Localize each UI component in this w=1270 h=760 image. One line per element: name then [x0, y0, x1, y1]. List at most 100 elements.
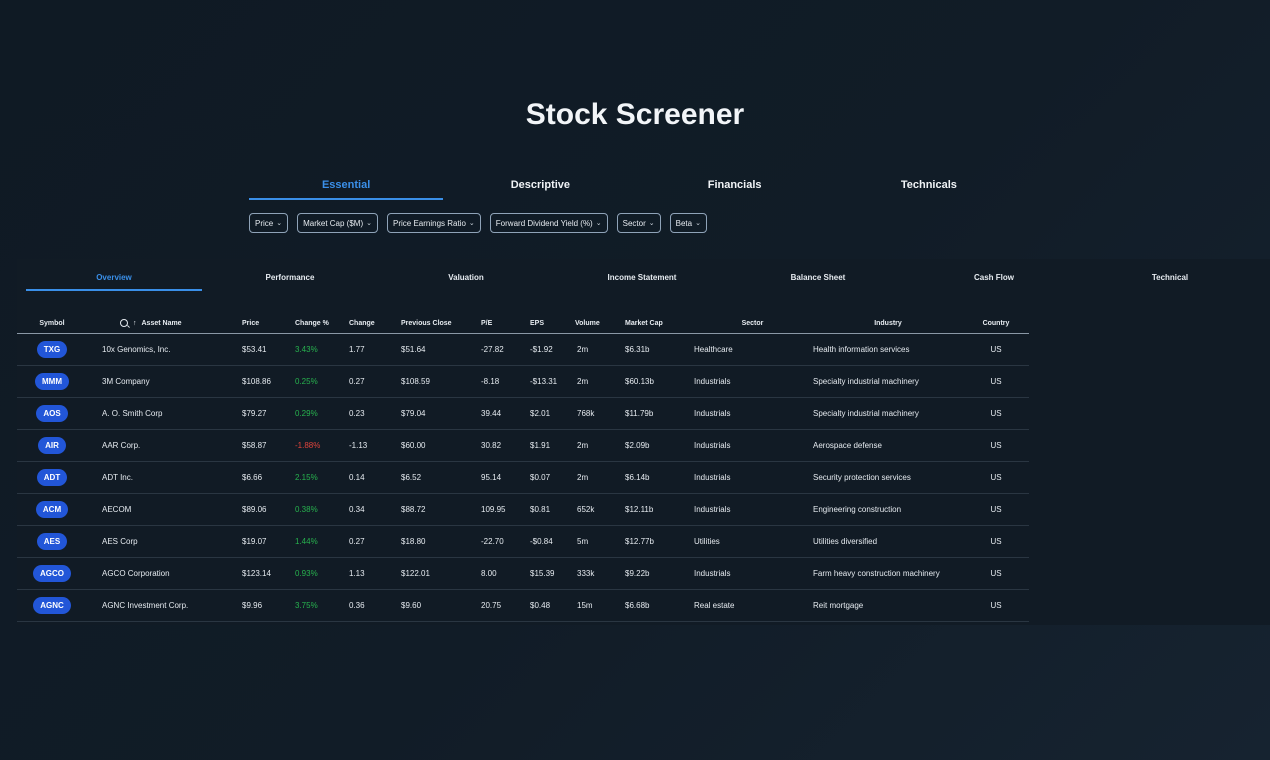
symbol-cell: AGCO: [17, 557, 87, 590]
symbol-badge[interactable]: ACM: [35, 501, 69, 518]
search-icon[interactable]: [120, 319, 128, 327]
table-header-row: Symbol ↑ Asset Name Price Change % Chang…: [17, 313, 1029, 334]
sector-cell: Real estate: [692, 589, 813, 622]
symbol-cell: MMM: [17, 365, 87, 398]
table-row[interactable]: AGCO AGCO Corporation $123.14 0.93% 1.13 $122…: [17, 557, 1029, 590]
symbol-badge[interactable]: AOS: [36, 405, 68, 422]
country-cell: US: [963, 589, 1029, 622]
change-cell: 0.36: [349, 589, 401, 622]
symbol-badge[interactable]: AGCO: [33, 565, 71, 582]
arrow-up-icon[interactable]: ↑: [133, 319, 137, 327]
chevron-down-icon: ⌄: [648, 220, 655, 227]
subtab-valuation[interactable]: Valuation: [448, 273, 484, 282]
filter-pe-ratio[interactable]: Price Earnings Ratio ⌄: [387, 213, 481, 233]
industry-cell: Utilities diversified: [813, 525, 963, 558]
previous-close-cell: $122.01: [401, 557, 465, 590]
eps-cell: $1.91: [519, 429, 575, 462]
symbol-cell: ADT: [17, 461, 87, 494]
chevron-down-icon: ⌄: [366, 220, 372, 227]
industry-cell: Specialty industrial machinery: [813, 397, 963, 430]
country-cell: US: [963, 429, 1029, 462]
asset-name-cell: AES Corp: [87, 525, 242, 558]
table-row[interactable]: MMM 3M Company $108.86 0.25% 0.27 $108.59 -8.1…: [17, 365, 1029, 398]
market-cap-cell: $11.79b: [625, 397, 692, 430]
price-cell: $19.07: [242, 525, 295, 558]
volume-cell: 652k: [575, 493, 625, 526]
symbol-badge[interactable]: AIR: [38, 437, 66, 454]
symbol-badge[interactable]: AGNC: [33, 597, 71, 614]
filter-sector[interactable]: Sector ⌄: [616, 213, 661, 233]
country-cell: US: [963, 557, 1029, 590]
subtab-cash-flow[interactable]: Cash Flow: [973, 273, 1014, 282]
filter-market-cap[interactable]: Market Cap ($M) ⌄: [297, 213, 378, 233]
subtab-performance[interactable]: Performance: [265, 273, 315, 282]
table-row[interactable]: TXG 10x Genomics, Inc. $53.41 3.43% 1.77 $51.…: [17, 333, 1029, 366]
asset-name-cell: AGCO Corporation: [87, 557, 242, 590]
col-pe[interactable]: P/E: [465, 313, 519, 334]
col-volume[interactable]: Volume: [575, 313, 625, 334]
table-row[interactable]: AES AES Corp $19.07 1.44% 0.27 $18.80 -22.70 -$…: [17, 525, 1029, 558]
symbol-cell: ACM: [17, 493, 87, 526]
pe-cell: 30.82: [465, 429, 519, 462]
previous-close-cell: $9.60: [401, 589, 465, 622]
symbol-badge[interactable]: ADT: [36, 469, 68, 486]
table-row[interactable]: AOS A. O. Smith Corp $79.27 0.29% 0.23 $79.04…: [17, 397, 1029, 430]
filter-bar: Price ⌄ Market Cap ($M) ⌄ Price Earnings R…: [249, 213, 707, 233]
filter-beta[interactable]: Beta ⌄: [669, 213, 707, 233]
col-symbol[interactable]: Symbol: [17, 313, 87, 334]
tab-technicals[interactable]: Technicals: [900, 179, 957, 191]
tab-descriptive[interactable]: Descriptive: [510, 179, 571, 191]
eps-cell: $15.39: [519, 557, 575, 590]
subtab-balance-sheet[interactable]: Balance Sheet: [790, 273, 846, 282]
change-cell: 0.27: [349, 365, 401, 398]
col-previous-close[interactable]: Previous Close: [401, 313, 465, 334]
col-change[interactable]: Change: [349, 313, 401, 334]
change-cell: 0.34: [349, 493, 401, 526]
table-row[interactable]: ACM AECOM $89.06 0.38% 0.34 $88.72 109.95 $0.81…: [17, 493, 1029, 526]
pe-cell: 95.14: [465, 461, 519, 494]
col-industry[interactable]: Industry: [813, 313, 963, 334]
change-cell: 1.13: [349, 557, 401, 590]
pe-cell: 39.44: [465, 397, 519, 430]
subtab-income-statement[interactable]: Income Statement: [607, 273, 677, 282]
filter-dividend-yield[interactable]: Forward Dividend Yield (%) ⌄: [489, 213, 608, 233]
change-cell: 0.27: [349, 525, 401, 558]
col-asset-name[interactable]: ↑ Asset Name: [87, 313, 242, 334]
subtab-technical[interactable]: Technical: [1151, 273, 1189, 282]
chevron-down-icon: ⌄: [468, 220, 475, 227]
col-eps[interactable]: EPS: [519, 313, 575, 334]
country-cell: US: [963, 365, 1029, 398]
tab-essential[interactable]: Essential: [249, 172, 444, 200]
asset-name-cell: 3M Company: [87, 365, 242, 398]
volume-cell: 2m: [575, 429, 625, 462]
previous-close-cell: $51.64: [401, 333, 465, 366]
col-sector[interactable]: Sector: [692, 313, 813, 334]
change-pct-cell: 0.38%: [295, 493, 349, 526]
country-cell: US: [963, 397, 1029, 430]
symbol-badge[interactable]: TXG: [36, 341, 68, 358]
previous-close-cell: $6.52: [401, 461, 465, 494]
industry-cell: Security protection services: [813, 461, 963, 494]
sector-cell: Industrials: [692, 397, 813, 430]
subtab-overview[interactable]: Overview: [26, 268, 202, 291]
col-change-pct[interactable]: Change %: [295, 313, 349, 334]
change-pct-cell: 3.43%: [295, 333, 349, 366]
price-cell: $58.87: [242, 429, 295, 462]
symbol-badge[interactable]: AES: [36, 533, 68, 550]
price-cell: $6.66: [242, 461, 295, 494]
price-cell: $108.86: [242, 365, 295, 398]
symbol-cell: AES: [17, 525, 87, 558]
symbol-badge[interactable]: MMM: [35, 373, 69, 390]
tab-financials[interactable]: Financials: [707, 179, 762, 191]
col-market-cap[interactable]: Market Cap: [625, 313, 692, 334]
table-row[interactable]: AGNC AGNC Investment Corp. $9.96 3.75% 0.36 $…: [17, 589, 1029, 622]
table-row[interactable]: ADT ADT Inc. $6.66 2.15% 0.14 $6.52 95.14 $0.07…: [17, 461, 1029, 494]
table-row[interactable]: AIR AAR Corp. $58.87 -1.88% -1.13 $60.00 30.82…: [17, 429, 1029, 462]
col-country[interactable]: Country: [963, 313, 1029, 334]
previous-close-cell: $60.00: [401, 429, 465, 462]
asset-name-cell: AAR Corp.: [87, 429, 242, 462]
previous-close-cell: $79.04: [401, 397, 465, 430]
col-price[interactable]: Price: [242, 313, 295, 334]
eps-cell: $0.48: [519, 589, 575, 622]
filter-price[interactable]: Price ⌄: [249, 213, 289, 233]
